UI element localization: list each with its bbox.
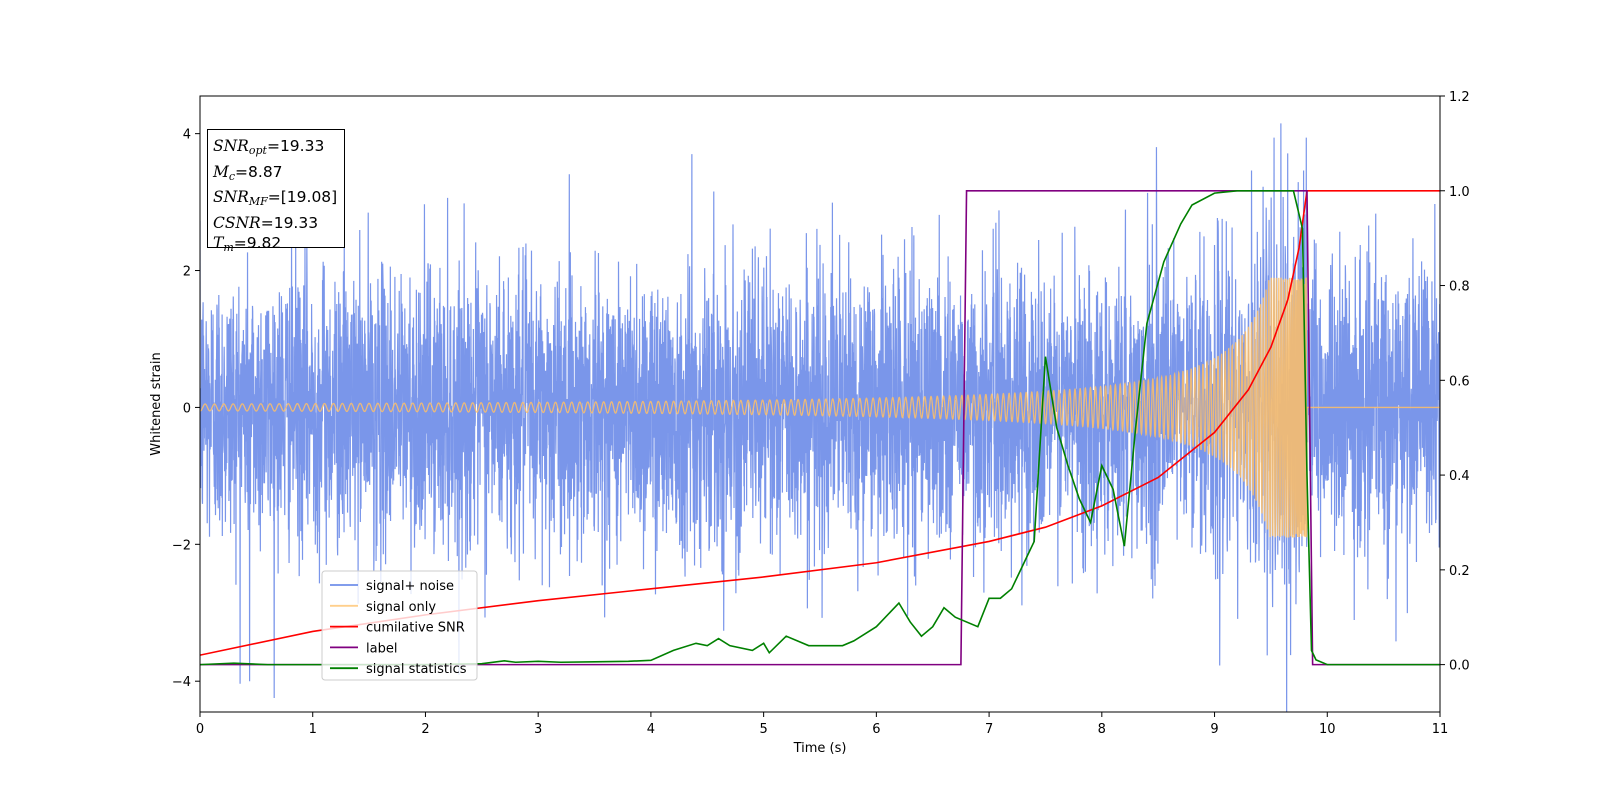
y-right-tick-label: 1.0	[1449, 185, 1470, 200]
y-axis-label: Whitened strain	[149, 352, 164, 455]
x-tick-label: 2	[421, 722, 429, 737]
y-right-tick-label: 0.2	[1449, 564, 1470, 579]
x-axis-label: Time (s)	[793, 741, 847, 756]
y-left-tick-label: 2	[183, 265, 191, 280]
x-tick-label: 10	[1319, 722, 1336, 737]
legend-label: cumilative SNR	[366, 621, 465, 636]
x-tick-label: 8	[1098, 722, 1106, 737]
y-left-tick-label: 0	[183, 401, 191, 416]
info-tm: Tm=9.82	[213, 234, 282, 255]
info-csnr: CSNR=19.33	[213, 213, 319, 232]
series-cumulative-snr	[200, 189, 1440, 656]
x-tick-label: 0	[196, 722, 204, 737]
x-tick-label: 1	[309, 722, 317, 737]
legend-label: label	[366, 641, 397, 656]
y-left-tick-label: −4	[172, 675, 191, 690]
axes-frame	[199, 95, 1441, 713]
x-tick-label: 3	[534, 722, 542, 737]
legend-box	[321, 570, 478, 681]
x-tick-label: 6	[872, 722, 880, 737]
x-tick-label: 5	[759, 722, 767, 737]
y-right-tick-label: 0.4	[1449, 469, 1470, 484]
legend: signal+ noise signal only cumilative SNR la…	[321, 570, 478, 681]
series-signal-only	[200, 277, 1440, 538]
y-right-tick-label: 0.6	[1449, 374, 1470, 389]
info-snr-opt: SNRopt=19.33	[213, 137, 325, 157]
y-left-tick-label: 4	[183, 128, 191, 143]
x-tick-label: 11	[1432, 722, 1449, 737]
y-right-tick-label: 1.2	[1449, 90, 1470, 105]
info-mc: Mc=8.87	[213, 162, 283, 183]
info-snr-mf: SNRMF=[19.08]	[213, 188, 338, 209]
x-tick-label: 7	[985, 722, 993, 737]
plot-area	[200, 123, 1440, 712]
info-box: SNRopt=19.33 Mc=8.87 SNRMF=[19.08] CSNR=…	[207, 129, 345, 254]
legend-label: signal statistics	[366, 662, 467, 677]
ticks: 0 1 2 3 4 5 6 7 8 9 10 11 −4 −2 0 2 4 0.0 0.2 0.4 0.6 0.8 1.0 1…	[172, 90, 1470, 737]
legend-label: signal+ noise	[366, 579, 454, 594]
y-right-tick-label: 0.0	[1449, 659, 1470, 674]
x-tick-label: 9	[1210, 722, 1218, 737]
series-signal-statistics	[200, 189, 1440, 666]
y-left-tick-label: −2	[172, 538, 191, 553]
x-tick-label: 4	[647, 722, 655, 737]
legend-label: signal only	[366, 600, 436, 615]
y-right-tick-label: 0.8	[1449, 280, 1470, 295]
